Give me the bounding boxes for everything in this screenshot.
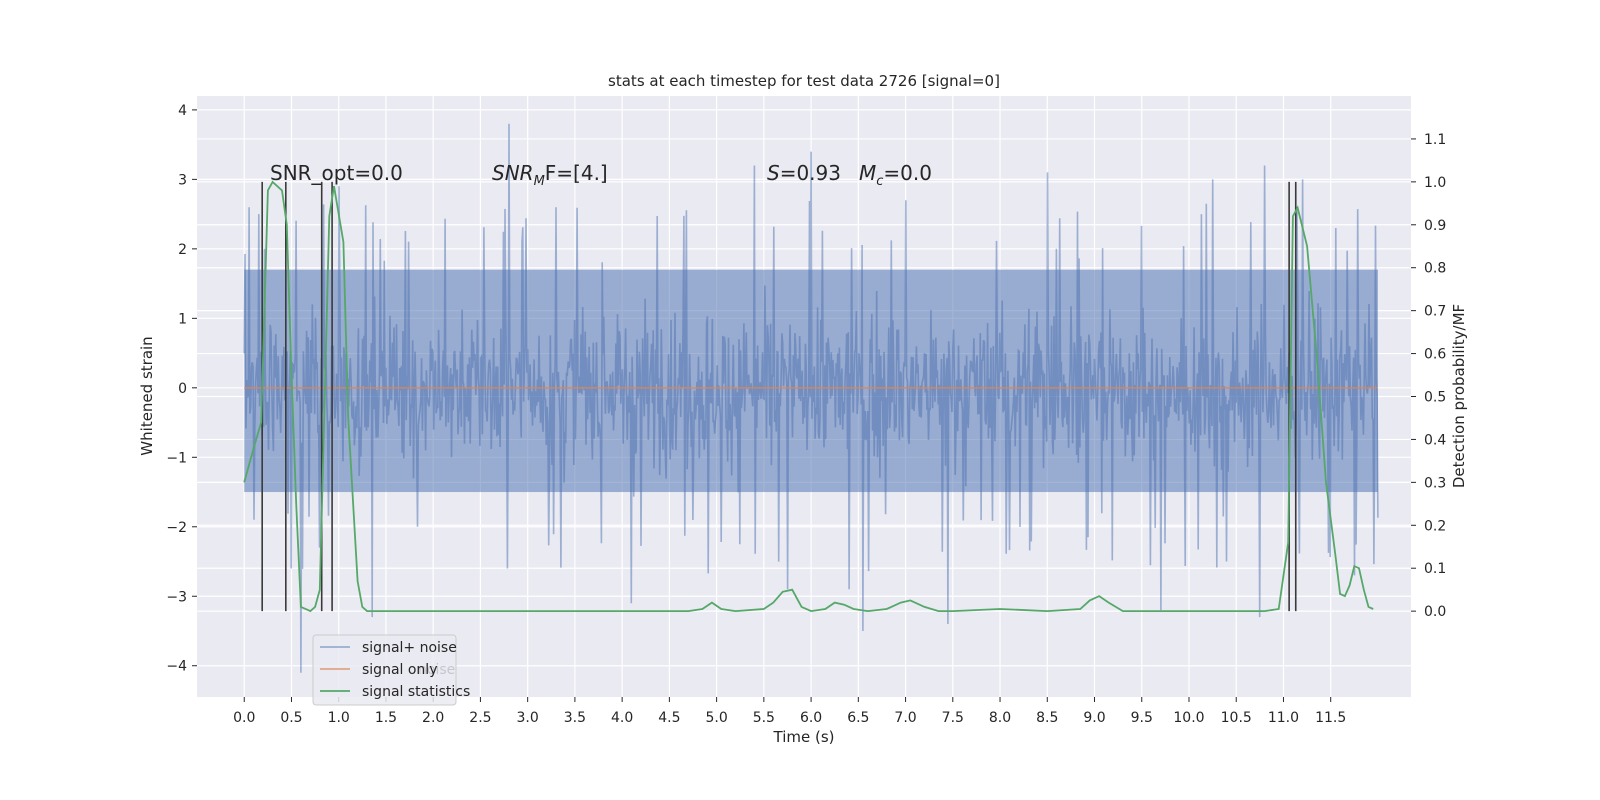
x-tick-label: 11.5	[1315, 710, 1346, 726]
y-right-tick-label: 0.5	[1424, 390, 1446, 406]
y-right-tick-label: 0.3	[1424, 475, 1446, 491]
annotation-snr-mf-value: F=[4.]	[545, 161, 608, 185]
y-right-tick-label: 0.0	[1424, 604, 1446, 620]
y-right-tick-label: 1.1	[1424, 132, 1446, 148]
x-tick-label: 1.0	[328, 710, 350, 726]
y-tick-label: −3	[166, 589, 187, 605]
annotation-s-symbol: S	[767, 161, 780, 185]
legend-overlapped-text: noise	[418, 662, 455, 678]
axis-ticks: 0.0 0.5 1.0 1.5 2.0 2.5 3.0 3.5 4.0 4.5 5.0 5.5 6.0 6…	[166, 103, 1446, 726]
y-tick-label: −2	[166, 520, 187, 536]
x-tick-label: 5.5	[753, 710, 775, 726]
x-tick-label: 8.0	[989, 710, 1011, 726]
noise-line	[243, 123, 1379, 673]
annotation-mc-symbol: M	[859, 161, 876, 185]
signal-statistics-line	[243, 180, 1374, 613]
x-tick-label: 7.5	[942, 710, 964, 726]
legend-label-signal-only: signal only	[362, 662, 437, 678]
x-tick-label: 5.0	[705, 710, 727, 726]
signal-statistics-series	[243, 180, 1374, 613]
x-tick-label: 10.0	[1173, 710, 1204, 726]
x-tick-label: 3.0	[517, 710, 539, 726]
x-tick-label: 3.5	[564, 710, 586, 726]
x-tick-label: 8.5	[1036, 710, 1058, 726]
annotation-mc-value: =0.0	[883, 161, 932, 185]
x-tick-label: 7.0	[894, 710, 916, 726]
y-axis-label: Whitened strain	[138, 336, 156, 455]
legend-label-signal-plus-noise: signal+ noise	[362, 640, 457, 656]
y-tick-label: 2	[178, 242, 187, 258]
x-tick-label: 9.5	[1131, 710, 1153, 726]
x-tick-label: 0.0	[233, 710, 255, 726]
x-tick-label: 2.5	[469, 710, 491, 726]
x-tick-label: 6.0	[800, 710, 822, 726]
annotation-snr-mf-symbol: SNR	[492, 161, 534, 185]
x-tick-label: 4.0	[611, 710, 633, 726]
y-right-tick-label: 0.9	[1424, 218, 1446, 234]
annotation-snr-opt: SNR_opt=0.0	[270, 161, 403, 185]
chart-title: stats at each timestep for test data 272…	[608, 72, 1000, 90]
annotation-s-mc: S=0.93 Mc=0.0	[767, 161, 932, 189]
x-tick-label: 6.5	[847, 710, 869, 726]
annotation-snr-mf: SNRMF=[4.]	[492, 161, 608, 189]
signal-plus-noise-series	[243, 123, 1379, 673]
y-right-tick-label: 0.2	[1424, 518, 1446, 534]
y-right-tick-label: 0.6	[1424, 347, 1446, 363]
x-tick-label: 0.5	[280, 710, 302, 726]
y-right-tick-label: 0.8	[1424, 261, 1446, 277]
annotations: SNR_opt=0.0 SNRMF=[4.] S=0.93 Mc=0.0	[270, 161, 932, 189]
x-tick-label: 4.5	[658, 710, 680, 726]
x-axis-label: Time (s)	[773, 728, 835, 746]
y-tick-label: −4	[166, 659, 187, 675]
y-tick-label: 4	[178, 103, 187, 119]
y-right-tick-label: 1.0	[1424, 175, 1446, 191]
y-tick-label: 3	[178, 172, 187, 188]
y-right-axis-label: Detection probability/MF	[1450, 304, 1468, 488]
annotation-snr-mf-subscript: M	[534, 174, 545, 189]
y-right-tick-label: 0.1	[1424, 561, 1446, 577]
legend-label-signal-statistics: signal statistics	[362, 684, 470, 700]
x-tick-label: 11.0	[1268, 710, 1299, 726]
legend-box	[312, 634, 457, 706]
y-tick-label: 0	[178, 381, 187, 397]
y-right-tick-label: 0.4	[1424, 432, 1446, 448]
y-tick-label: 1	[178, 311, 187, 327]
x-tick-label: 10.5	[1221, 710, 1252, 726]
y-right-tick-label: 0.7	[1424, 304, 1446, 320]
x-tick-label: 2.0	[422, 710, 444, 726]
legend: noise signal+ noise signal only signal s…	[312, 634, 470, 706]
annotation-mc-subscript: c	[876, 174, 883, 189]
y-tick-label: −1	[166, 450, 187, 466]
x-tick-label: 9.0	[1083, 710, 1105, 726]
annotation-s-value: =0.93	[780, 161, 841, 185]
x-tick-label: 1.5	[375, 710, 397, 726]
